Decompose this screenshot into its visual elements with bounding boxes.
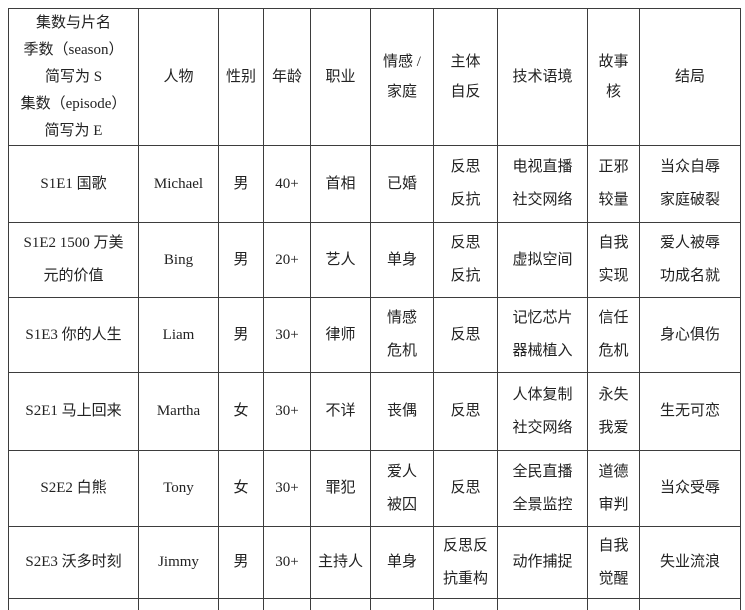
table-cell: 30+ <box>263 526 311 599</box>
header-cell-episode-title: 集数与片名 季数（season） 简写为 S 集数（episode） 简写为 E <box>8 8 139 146</box>
table-cell: 道德 审判 <box>587 450 640 527</box>
table-cell: 丧偶 <box>370 372 434 451</box>
table-cell: 虚拟空间 <box>497 222 588 298</box>
table-cell <box>433 598 498 610</box>
table-cell: 律师 <box>310 297 371 373</box>
table-cell: 艺人 <box>310 222 371 298</box>
table-cell <box>263 598 311 610</box>
header-cell-character: 人物 <box>138 8 219 146</box>
header-cell-story-core: 故事 核 <box>587 8 640 146</box>
table-cell: 反思 反抗 <box>433 222 498 298</box>
table-cell: 信任 危机 <box>587 297 640 373</box>
table-cell: 记忆芯片 器械植入 <box>497 297 588 373</box>
episodes-analysis-table: 集数与片名 季数（season） 简写为 S 集数（episode） 简写为 E… <box>8 8 741 610</box>
table-cell <box>639 598 741 610</box>
table-cell <box>587 598 640 610</box>
table-cell: S2E2 白熊 <box>8 450 139 527</box>
table-cell: 反思 <box>433 297 498 373</box>
table-cell: 反思反 抗重构 <box>433 526 498 599</box>
table-cell: 情感 危机 <box>370 297 434 373</box>
table-cell: 20+ <box>263 222 311 298</box>
table-cell: Michael <box>138 145 219 223</box>
table-cell: 反思 <box>433 450 498 527</box>
table-cell: Liam <box>138 297 219 373</box>
table-header-row: 集数与片名 季数（season） 简写为 S 集数（episode） 简写为 E… <box>8 8 741 146</box>
table-row: S2E2 白熊 Tony 女 30+ 罪犯 爱人 被囚 反思 全民直播 全景监控… <box>8 450 741 527</box>
table-cell: 人体复制 社交网络 <box>497 372 588 451</box>
table-cell: 不详 <box>310 372 371 451</box>
table-cell: 女 <box>218 372 264 451</box>
table-cell: 40+ <box>263 145 311 223</box>
header-cell-ending: 结局 <box>639 8 741 146</box>
table-row: S1E1 国歌 Michael 男 40+ 首相 已婚 反思 反抗 电视直播 社… <box>8 145 741 223</box>
table-cell: 女 <box>218 450 264 527</box>
table-row: S1E2 1500 万美 元的价值 Bing 男 20+ 艺人 单身 反思 反抗… <box>8 222 741 298</box>
table-cell: 反思 <box>433 372 498 451</box>
table-row: S2E3 沃多时刻 Jimmy 男 30+ 主持人 单身 反思反 抗重构 动作捕… <box>8 526 741 599</box>
table-cell <box>138 598 219 610</box>
table-row: S2E1 马上回来 Martha 女 30+ 不详 丧偶 反思 人体复制 社交网… <box>8 372 741 451</box>
table-row: S1E3 你的人生 Liam 男 30+ 律师 情感 危机 反思 记忆芯片 器械… <box>8 297 741 373</box>
table-cell: 男 <box>218 297 264 373</box>
table-row-partial <box>8 598 741 610</box>
header-cell-gender: 性别 <box>218 8 264 146</box>
header-cell-occupation: 职业 <box>310 8 371 146</box>
table-cell: 主持人 <box>310 526 371 599</box>
table-cell: Martha <box>138 372 219 451</box>
table-cell: 单身 <box>370 222 434 298</box>
episodes-table-container: 集数与片名 季数（season） 简写为 S 集数（episode） 简写为 E… <box>8 8 742 610</box>
table-cell <box>218 598 264 610</box>
table-cell: 生无可恋 <box>639 372 741 451</box>
table-cell: S2E3 沃多时刻 <box>8 526 139 599</box>
table-cell <box>497 598 588 610</box>
table-cell: 男 <box>218 145 264 223</box>
table-cell: 单身 <box>370 526 434 599</box>
table-cell: Tony <box>138 450 219 527</box>
table-cell: 全民直播 全景监控 <box>497 450 588 527</box>
table-cell: 爱人被辱 功成名就 <box>639 222 741 298</box>
table-cell: 正邪 较量 <box>587 145 640 223</box>
table-cell: 罪犯 <box>310 450 371 527</box>
header-cell-emotion-family: 情感 / 家庭 <box>370 8 434 146</box>
table-cell: 爱人 被囚 <box>370 450 434 527</box>
table-cell: S1E3 你的人生 <box>8 297 139 373</box>
table-cell: 永失 我爱 <box>587 372 640 451</box>
table-cell: 失业流浪 <box>639 526 741 599</box>
table-cell: 30+ <box>263 372 311 451</box>
table-cell: 已婚 <box>370 145 434 223</box>
table-cell: 当众自辱 家庭破裂 <box>639 145 741 223</box>
table-cell <box>310 598 371 610</box>
table-cell: 反思 反抗 <box>433 145 498 223</box>
table-cell <box>370 598 434 610</box>
table-cell: 首相 <box>310 145 371 223</box>
table-cell: 自我 觉醒 <box>587 526 640 599</box>
table-cell: 30+ <box>263 297 311 373</box>
table-cell: Jimmy <box>138 526 219 599</box>
table-cell: S2E1 马上回来 <box>8 372 139 451</box>
header-cell-age: 年龄 <box>263 8 311 146</box>
table-cell: 电视直播 社交网络 <box>497 145 588 223</box>
table-cell: 当众受辱 <box>639 450 741 527</box>
table-cell: 男 <box>218 526 264 599</box>
header-cell-tech-context: 技术语境 <box>497 8 588 146</box>
table-cell: S1E1 国歌 <box>8 145 139 223</box>
table-cell: Bing <box>138 222 219 298</box>
table-cell: S1E2 1500 万美 元的价值 <box>8 222 139 298</box>
table-cell: 身心俱伤 <box>639 297 741 373</box>
table-cell <box>8 598 139 610</box>
table-cell: 自我 实现 <box>587 222 640 298</box>
table-cell: 男 <box>218 222 264 298</box>
table-cell: 30+ <box>263 450 311 527</box>
header-cell-subject-reflexivity: 主体 自反 <box>433 8 498 146</box>
table-cell: 动作捕捉 <box>497 526 588 599</box>
